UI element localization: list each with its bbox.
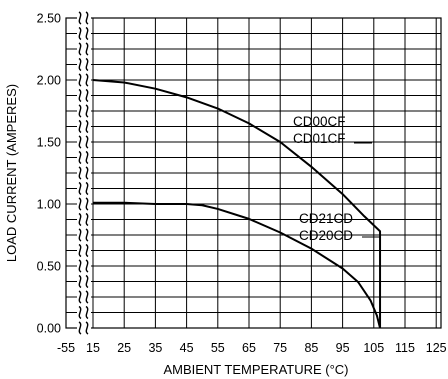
series-label: CD01CF bbox=[293, 131, 346, 146]
axis-break-squiggle bbox=[78, 290, 82, 304]
y-tick-labels: 0.00 0.50 1.00 1.50 2.00 2.50 bbox=[37, 12, 61, 336]
axis-break-squiggle bbox=[85, 135, 89, 149]
axis-break-squiggle bbox=[85, 57, 89, 72]
x-tick-label: 115 bbox=[395, 341, 415, 355]
y-tick-label: 1.50 bbox=[37, 136, 61, 150]
x-axis-title: AMBIENT TEMPERATURE (°C) bbox=[163, 362, 348, 377]
axis-break-squiggle bbox=[85, 166, 89, 180]
plot-frame bbox=[65, 17, 442, 329]
axis-break-squiggle bbox=[85, 197, 89, 211]
series-label: CD00CF bbox=[293, 114, 346, 129]
x-tick-label: 85 bbox=[304, 341, 318, 355]
axis-break-squiggle bbox=[78, 104, 82, 118]
axis-break-squiggle bbox=[78, 321, 82, 335]
axis-break-squiggle bbox=[78, 181, 82, 196]
y-tick-label: 0.00 bbox=[37, 322, 61, 336]
axis-break-squiggle bbox=[85, 274, 89, 289]
axis-break-squiggle bbox=[78, 166, 82, 180]
x-tick-label: 95 bbox=[336, 341, 350, 355]
axis-break-squiggle bbox=[85, 11, 89, 25]
axis-break-squiggle bbox=[78, 73, 82, 87]
axis-break-squiggle bbox=[85, 259, 89, 273]
series-curves bbox=[92, 79, 382, 329]
x-tick-label: 35 bbox=[148, 341, 162, 355]
y-tick-label: 1.00 bbox=[37, 198, 61, 212]
axis-break-squiggle bbox=[78, 88, 82, 103]
y-tick-label: 2.00 bbox=[37, 74, 61, 88]
x-tick-label: -55 bbox=[57, 341, 75, 355]
axis-break-squiggle bbox=[85, 212, 89, 227]
x-tick-label: 25 bbox=[117, 341, 131, 355]
series-curve-1 bbox=[92, 79, 382, 328]
axis-break-squiggle bbox=[78, 26, 82, 41]
x-tick-label: 45 bbox=[180, 341, 194, 355]
x-tick-label: 55 bbox=[211, 341, 225, 355]
axis-break-marks bbox=[77, 11, 91, 335]
axis-break-squiggle bbox=[85, 104, 89, 118]
axis-break-squiggle bbox=[85, 228, 89, 242]
axis-break-squiggle bbox=[85, 321, 89, 335]
axis-break-squiggle bbox=[85, 181, 89, 196]
axis-break-squiggle bbox=[78, 11, 82, 25]
axis-break-squiggle bbox=[78, 150, 82, 165]
y-axis-title: LOAD CURRENT (AMPERES) bbox=[4, 84, 19, 262]
x-tick-label: 75 bbox=[273, 341, 287, 355]
axis-break-squiggle bbox=[85, 26, 89, 41]
axis-break-squiggle bbox=[85, 305, 89, 320]
x-tick-labels: -55 15 25 35 45 55 65 75 85 95 105 115 125 bbox=[57, 341, 447, 355]
x-tick-label: 65 bbox=[242, 341, 256, 355]
series-label: CD20CD bbox=[299, 228, 353, 243]
axis-break-squiggle bbox=[85, 243, 89, 258]
gridlines bbox=[66, 18, 441, 328]
axis-break-squiggle bbox=[85, 150, 89, 165]
axis-break-squiggle bbox=[78, 212, 82, 227]
axis-break-squiggle bbox=[78, 305, 82, 320]
x-tick-label: 15 bbox=[86, 341, 100, 355]
axis-break-squiggle bbox=[85, 42, 89, 56]
series-label: CD21CD bbox=[299, 211, 353, 226]
axis-break-squiggle bbox=[78, 259, 82, 273]
axis-break-squiggle bbox=[85, 73, 89, 87]
axis-break-squiggle bbox=[78, 135, 82, 149]
axis-break-squiggle bbox=[78, 243, 82, 258]
y-tick-label: 2.50 bbox=[37, 12, 61, 26]
axis-break-squiggle bbox=[78, 228, 82, 242]
x-tick-label: 125 bbox=[426, 341, 447, 355]
axis-break-squiggle bbox=[85, 290, 89, 304]
axis-break-squiggle bbox=[85, 88, 89, 103]
y-tick-label: 0.50 bbox=[37, 260, 61, 274]
axis-break-squiggle bbox=[78, 119, 82, 134]
series-curve-2 bbox=[93, 201, 382, 329]
x-tick-label: 105 bbox=[363, 341, 384, 355]
axis-break-squiggle bbox=[78, 274, 82, 289]
axis-break-squiggle bbox=[85, 119, 89, 134]
series-labels: CD00CF CD01CF CD21CD CD20CD bbox=[293, 114, 380, 243]
axis-break-squiggle bbox=[78, 197, 82, 211]
axis-break-squiggle bbox=[78, 42, 82, 56]
axis-break-squiggle bbox=[78, 57, 82, 72]
